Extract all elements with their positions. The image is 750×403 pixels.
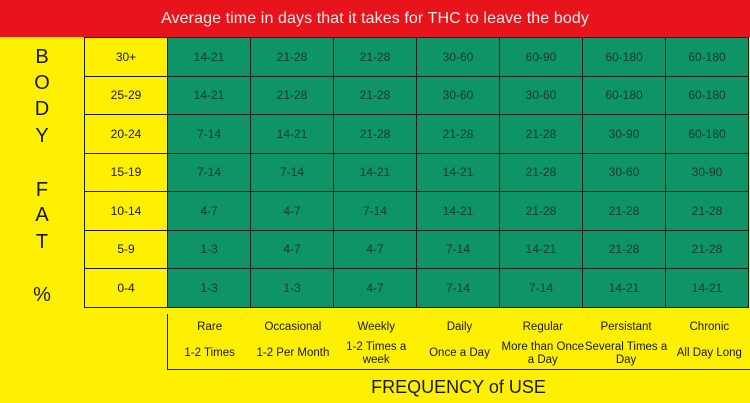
- y-axis-letter: D: [34, 98, 50, 120]
- days-cell: 7-14: [416, 229, 500, 269]
- frequency-description: 1-2 Times: [184, 347, 235, 359]
- y-axis-letter: T: [35, 231, 49, 253]
- x-axis-label: FREQUENCY of USE: [371, 377, 546, 397]
- frequency-description: Once a Day: [429, 347, 490, 359]
- days-cell: 7-14: [416, 268, 500, 308]
- days-cell: 30-60: [416, 75, 500, 115]
- days-cell: 21-28: [499, 114, 583, 154]
- days-cell: 30-60: [499, 75, 583, 115]
- table-row: 10-14 4-7 4-7 7-14 14-21 21-28 21-28 21-28: [84, 191, 749, 231]
- days-cell: 21-28: [333, 75, 417, 115]
- days-cell: 7-14: [167, 152, 251, 192]
- days-cell: 14-21: [250, 114, 334, 154]
- days-cell: 21-28: [416, 114, 500, 154]
- days-cell: 14-21: [665, 268, 749, 308]
- days-cell: 1-3: [167, 268, 251, 308]
- days-cell: 60-180: [665, 114, 749, 154]
- frequency-column-header: Rare 1-2 Times: [168, 314, 251, 369]
- days-cell: 30-60: [582, 152, 666, 192]
- frequency-column-header: Chronic All Day Long: [668, 314, 750, 369]
- y-axis-letter: B: [35, 46, 49, 68]
- days-cell: 21-28: [499, 152, 583, 192]
- days-cell: 60-180: [582, 37, 666, 77]
- y-axis-letter: Y: [35, 125, 49, 147]
- body-fat-cell: 25-29: [84, 75, 168, 115]
- table-row: 30+ 14-21 21-28 21-28 30-60 60-90 60-180 60-180: [84, 37, 749, 77]
- days-cell: 21-28: [499, 191, 583, 231]
- frequency-column-header: Occasional 1-2 Per Month: [251, 314, 334, 369]
- frequency-name: Chronic: [689, 321, 730, 333]
- days-cell: 7-14: [167, 114, 251, 154]
- chart-title: Average time in days that it takes for T…: [0, 0, 750, 37]
- days-cell: 4-7: [333, 268, 417, 308]
- days-cell: 4-7: [167, 191, 251, 231]
- days-cell: 21-28: [665, 229, 749, 269]
- thc-table: 30+ 14-21 21-28 21-28 30-60 60-90 60-180 60-180…: [84, 37, 749, 308]
- y-axis-label: B O D Y F A T%: [0, 38, 84, 314]
- body-fat-cell: 20-24: [84, 114, 168, 154]
- frequency-column-header: Daily Once a Day: [418, 314, 501, 369]
- body-fat-cell: 10-14: [84, 191, 168, 231]
- days-cell: 7-14: [499, 268, 583, 308]
- frequency-name: Regular: [522, 321, 563, 333]
- days-cell: 14-21: [167, 75, 251, 115]
- y-axis-letter: O: [34, 72, 50, 94]
- frequency-name: Weekly: [357, 321, 395, 333]
- days-cell: 30-90: [582, 114, 666, 154]
- y-axis-letter: A: [35, 204, 49, 226]
- days-cell: 60-180: [665, 37, 749, 77]
- table-row: 25-29 14-21 21-28 21-28 30-60 30-60 60-180 60-1…: [84, 75, 749, 115]
- days-cell: 21-28: [333, 37, 417, 77]
- frequency-name: Rare: [197, 321, 223, 333]
- days-cell: 21-28: [250, 37, 334, 77]
- days-cell: 4-7: [333, 229, 417, 269]
- days-cell: 30-60: [416, 37, 500, 77]
- days-cell: 30-90: [665, 152, 749, 192]
- days-cell: 21-28: [582, 191, 666, 231]
- frequency-description: All Day Long: [676, 347, 742, 359]
- table-row: 20-24 7-14 14-21 21-28 21-28 21-28 30-90 60-180: [84, 114, 749, 154]
- days-cell: 4-7: [250, 229, 334, 269]
- days-cell: 1-3: [167, 229, 251, 269]
- body-fat-cell: 30+: [84, 37, 168, 77]
- days-cell: 21-28: [250, 75, 334, 115]
- days-cell: 14-21: [333, 152, 417, 192]
- frequency-description: Several Times a Day: [584, 340, 668, 366]
- frequency-column-header: Weekly 1-2 Times a week: [335, 314, 418, 369]
- days-cell: 14-21: [167, 37, 251, 77]
- body-fat-cell: 0-4: [84, 268, 168, 308]
- days-cell: 7-14: [333, 191, 417, 231]
- table-row: 5-9 1-3 4-7 4-7 7-14 14-21 21-28 21-28: [84, 229, 749, 269]
- y-axis-letter: %: [33, 284, 51, 306]
- frequency-name: Daily: [446, 321, 473, 333]
- days-cell: 4-7: [250, 191, 334, 231]
- table-row: 0-4 1-3 1-3 4-7 7-14 7-14 14-21 14-21: [84, 268, 749, 308]
- days-cell: 60-90: [499, 37, 583, 77]
- days-cell: 14-21: [582, 268, 666, 308]
- frequency-description: 1-2 Per Month: [256, 347, 330, 359]
- days-cell: 21-28: [333, 114, 417, 154]
- body-fat-cell: 15-19: [84, 152, 168, 192]
- frequency-description: More than Once a Day: [501, 340, 584, 366]
- days-cell: 21-28: [582, 229, 666, 269]
- days-cell: 14-21: [499, 229, 583, 269]
- days-cell: 14-21: [416, 152, 500, 192]
- body-fat-cell: 5-9: [84, 229, 168, 269]
- days-cell: 7-14: [250, 152, 334, 192]
- days-cell: 60-180: [665, 75, 749, 115]
- frequency-column-header: Regular More than Once a Day: [501, 314, 584, 369]
- days-cell: 14-21: [416, 191, 500, 231]
- y-axis-letter: F: [35, 179, 49, 201]
- frequency-header-row: Rare 1-2 Times Occasional 1-2 Per Month Week…: [167, 314, 750, 370]
- table-row: 15-19 7-14 7-14 14-21 14-21 21-28 30-60 30-90: [84, 152, 749, 192]
- days-cell: 1-3: [250, 268, 334, 308]
- frequency-name: Persistant: [600, 321, 652, 333]
- frequency-name: Occasional: [264, 321, 322, 333]
- frequency-description: 1-2 Times a week: [346, 340, 407, 366]
- days-cell: 21-28: [665, 191, 749, 231]
- days-cell: 60-180: [582, 75, 666, 115]
- frequency-column-header: Persistant Several Times a Day: [584, 314, 667, 369]
